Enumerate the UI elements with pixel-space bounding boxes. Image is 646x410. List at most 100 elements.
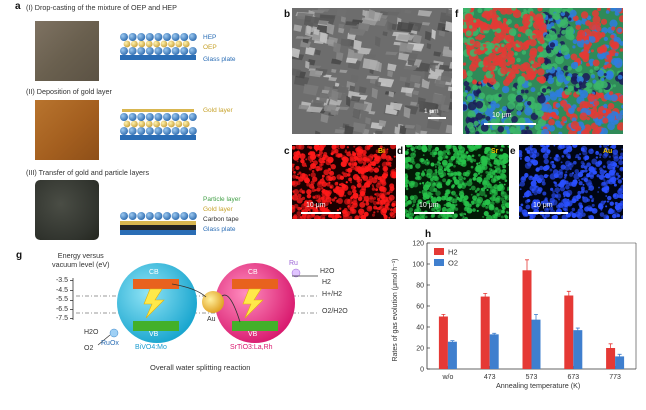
y-tick-label: 120 bbox=[412, 241, 424, 248]
panel-d-label: d bbox=[397, 146, 404, 157]
eds-map-sr bbox=[405, 145, 509, 219]
scale-label-e: 10 μm bbox=[533, 202, 553, 209]
eds-map-bi bbox=[292, 145, 396, 219]
energy-axis-title-line2: vacuum level (eV) bbox=[52, 260, 110, 269]
x-tick-label: 773 bbox=[609, 374, 621, 381]
step-1-title: (I) Drop-casting of the mixture of OEP a… bbox=[26, 3, 177, 12]
bar-h2-573 bbox=[522, 270, 532, 369]
panel-e-label: e bbox=[510, 146, 516, 157]
step-3-title: (III) Transfer of gold and particle laye… bbox=[26, 168, 150, 177]
error-bar bbox=[608, 343, 613, 353]
h2o-left: H2O bbox=[84, 329, 99, 336]
legend-swatch-o2 bbox=[434, 259, 444, 266]
energy-ticks: -3.5 -4.5 -5.5 -6.5 -7.5 bbox=[38, 276, 68, 324]
diagram-caption: Overall water splitting reaction bbox=[150, 363, 251, 372]
energy-axis-title-line1: Energy versus bbox=[57, 251, 104, 260]
scale-label-f: 10 μm bbox=[492, 112, 512, 119]
error-bar bbox=[566, 290, 571, 300]
y-tick-label: 0 bbox=[420, 367, 424, 374]
error-bar bbox=[617, 353, 622, 359]
bar-o2-773 bbox=[615, 356, 625, 369]
x-tick-label: 573 bbox=[526, 374, 538, 381]
tick-label: -6.5 bbox=[55, 305, 68, 313]
ru-label: Ru bbox=[289, 260, 298, 267]
eds-map-au bbox=[519, 145, 623, 219]
y-tick-label: 60 bbox=[416, 304, 424, 311]
bivo4-label: BiVO4:Mo bbox=[135, 344, 167, 351]
label-hep: HEP bbox=[203, 34, 217, 41]
label-particle-layer: Particle layer bbox=[203, 196, 241, 203]
layer-schematic bbox=[120, 33, 197, 235]
error-bar bbox=[525, 259, 529, 281]
scale-bar-b bbox=[428, 117, 446, 119]
bar-o2-473 bbox=[489, 334, 499, 369]
bar-h2-w/o bbox=[438, 316, 448, 369]
error-bar bbox=[450, 340, 455, 343]
chart-xlabel: Annealing temperature (K) bbox=[496, 381, 581, 390]
panel-a-label: a bbox=[15, 1, 21, 12]
label-oep: OEP bbox=[203, 44, 217, 51]
vb-right: VB bbox=[248, 331, 258, 338]
bar-h2-473 bbox=[480, 296, 490, 369]
sample-photo-3 bbox=[35, 180, 99, 240]
element-sr: Sr bbox=[491, 148, 499, 155]
label-glass-1: Glass plate bbox=[203, 56, 236, 63]
o2-left: O2 bbox=[84, 345, 94, 352]
panel-f-label: f bbox=[455, 9, 459, 20]
ruox-label: RuOx bbox=[101, 340, 119, 347]
y-tick-label: 20 bbox=[416, 346, 424, 353]
scale-label-b: 1 μm bbox=[424, 108, 439, 115]
h2-right: H2 bbox=[322, 279, 331, 286]
element-au: Au bbox=[603, 148, 613, 155]
legend-swatch-h2 bbox=[434, 248, 444, 255]
label-gold-layer-2: Gold layer bbox=[203, 206, 233, 213]
y-tick-label: 100 bbox=[412, 262, 424, 269]
bar-o2-573 bbox=[531, 319, 541, 369]
tick-label: -3.5 bbox=[55, 277, 68, 284]
cb-right: CB bbox=[248, 269, 258, 276]
panel-g-label: g bbox=[16, 250, 23, 261]
vb-left: VB bbox=[149, 331, 159, 338]
x-tick-label: w/o bbox=[441, 374, 453, 381]
legend-label-o2: O2 bbox=[448, 259, 458, 268]
legend-label-h2: H2 bbox=[448, 248, 458, 257]
y-tick-label: 40 bbox=[416, 325, 424, 332]
panel-c-label: c bbox=[284, 146, 290, 157]
sem-image bbox=[292, 8, 452, 134]
scale-label-d: 10 μm bbox=[419, 202, 439, 209]
x-tick-label: 673 bbox=[567, 374, 579, 381]
tick-label: -7.5 bbox=[55, 315, 68, 322]
panel-h-label: h bbox=[425, 229, 432, 240]
bar-o2-673 bbox=[573, 330, 583, 369]
scale-bar-e bbox=[528, 212, 568, 214]
h2o-right: H2O bbox=[320, 268, 335, 275]
scale-bar-d bbox=[414, 212, 454, 214]
label-gold-layer-1: Gold layer bbox=[203, 107, 233, 114]
bar-h2-773 bbox=[606, 348, 616, 369]
o-ref-label: O2/H2O bbox=[322, 308, 348, 315]
y-tick-label: 80 bbox=[416, 283, 424, 290]
panel-b-label: b bbox=[284, 9, 291, 20]
step-2-title: (II) Deposition of gold layer bbox=[26, 87, 112, 96]
scale-label-c: 10 μm bbox=[306, 202, 326, 209]
bar-o2-w/o bbox=[447, 341, 457, 369]
error-bar bbox=[441, 314, 446, 319]
h-ref-label: H+/H2 bbox=[322, 291, 343, 298]
x-tick-label: 473 bbox=[484, 374, 496, 381]
sample-photo-1 bbox=[35, 21, 99, 81]
cb-left: CB bbox=[149, 269, 159, 276]
tick-label: -4.5 bbox=[55, 286, 68, 294]
label-carbon-tape: Carbon tape bbox=[203, 216, 239, 223]
chart-ylabel: Rates of gas evolution (μmol h⁻¹) bbox=[392, 258, 399, 362]
bar-h2-673 bbox=[564, 295, 574, 369]
sample-photo-2 bbox=[35, 100, 99, 160]
error-bar bbox=[483, 293, 488, 300]
error-bar bbox=[534, 314, 538, 325]
scale-bar-c bbox=[301, 212, 341, 214]
au-label: Au bbox=[207, 316, 216, 323]
element-bi: Bi bbox=[378, 148, 385, 155]
energy-axis-title: Energy versus vacuum level (eV) bbox=[52, 251, 110, 269]
tick-label: -5.5 bbox=[55, 296, 68, 303]
error-bar bbox=[575, 327, 580, 333]
